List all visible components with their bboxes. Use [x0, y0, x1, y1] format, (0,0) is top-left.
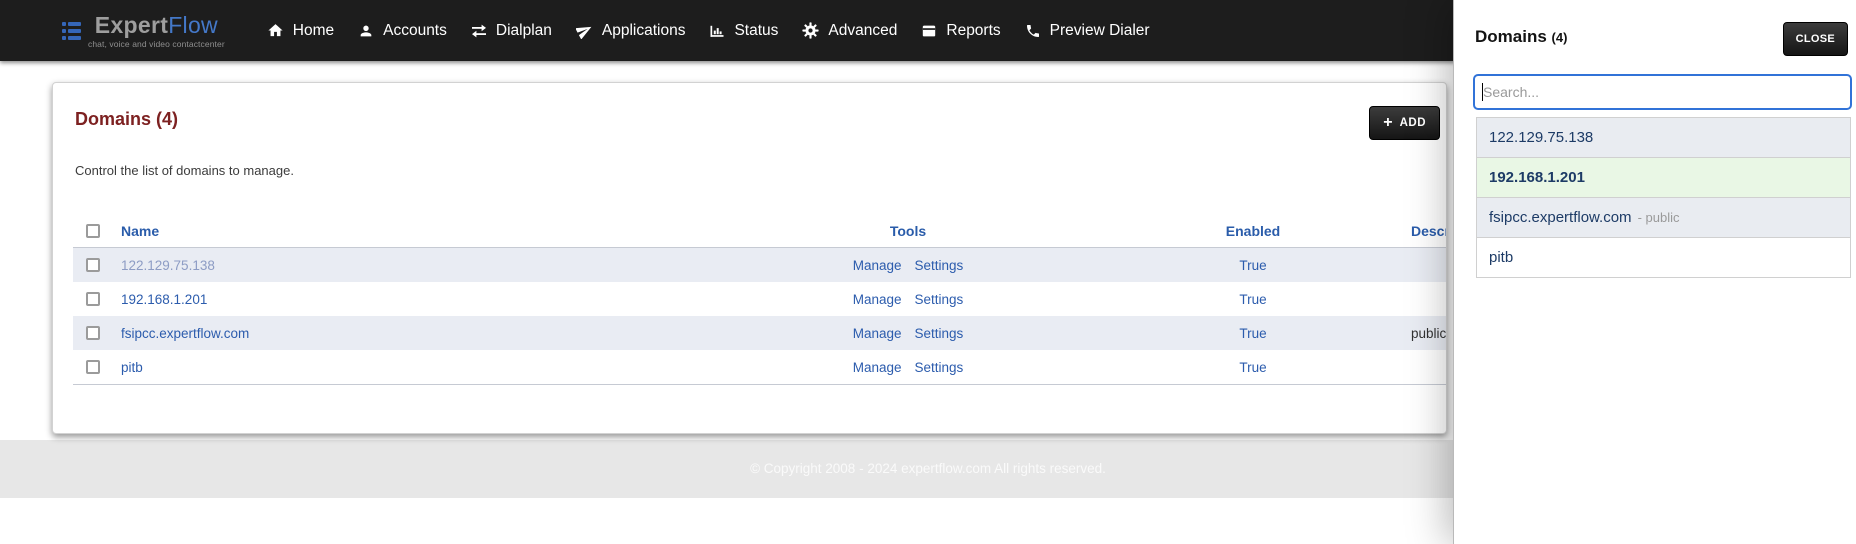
- manage-link[interactable]: Manage: [852, 257, 902, 273]
- add-button[interactable]: + ADD: [1369, 106, 1440, 140]
- transfer-arrows-icon: [471, 23, 487, 39]
- row-checkbox[interactable]: [86, 258, 100, 272]
- plus-icon: +: [1383, 114, 1393, 131]
- nav-menu: Home Accounts Dialplan Applications Stat…: [255, 0, 1162, 61]
- column-header-description[interactable]: Description: [1411, 222, 1447, 239]
- table-row: pitb Manage Settings True: [73, 350, 1446, 384]
- home-icon: [267, 22, 284, 39]
- enabled-link[interactable]: True: [1239, 325, 1267, 341]
- brand-tagline: chat, voice and video contactcenter: [88, 38, 225, 49]
- enabled-link[interactable]: True: [1239, 291, 1267, 307]
- row-checkbox[interactable]: [86, 360, 100, 374]
- enabled-link[interactable]: True: [1239, 359, 1267, 375]
- paper-plane-icon: [575, 22, 593, 39]
- panel-title: Domains (4): [1475, 27, 1568, 46]
- description-cell: public: [1411, 325, 1447, 341]
- column-header-tools: Tools: [889, 222, 927, 239]
- domain-link[interactable]: 192.168.1.201: [121, 291, 208, 307]
- domain-search-input[interactable]: [1473, 74, 1852, 110]
- domain-link[interactable]: pitb: [121, 359, 143, 375]
- row-checkbox[interactable]: [86, 326, 100, 340]
- nav-item-applications[interactable]: Applications: [564, 0, 698, 61]
- copyright-text: © Copyright 2008 - 2024 expertflow.com A…: [750, 461, 1106, 476]
- settings-link[interactable]: Settings: [914, 325, 964, 341]
- domain-link[interactable]: fsipcc.expertflow.com: [121, 325, 250, 341]
- report-book-icon: [921, 23, 937, 39]
- domain-link[interactable]: 122.129.75.138: [121, 257, 215, 273]
- table-row: 192.168.1.201 Manage Settings True: [73, 282, 1446, 316]
- text-cursor: [1482, 83, 1483, 101]
- expertflow-logo[interactable]: ExpertFlow chat, voice and video contact…: [62, 11, 225, 49]
- nav-item-status[interactable]: Status: [697, 0, 790, 61]
- close-button[interactable]: CLOSE: [1782, 22, 1848, 56]
- settings-link[interactable]: Settings: [914, 291, 964, 307]
- bar-chart-icon: [709, 23, 725, 39]
- settings-link[interactable]: Settings: [914, 359, 964, 375]
- domain-list-item[interactable]: 122.129.75.138: [1476, 117, 1851, 158]
- table-row: 122.129.75.138 Manage Settings True: [73, 248, 1446, 282]
- nav-item-home[interactable]: Home: [255, 0, 346, 61]
- select-all-checkbox[interactable]: [86, 223, 100, 238]
- manage-link[interactable]: Manage: [852, 359, 902, 375]
- phone-icon: [1025, 23, 1041, 39]
- nav-item-advanced[interactable]: Advanced: [790, 0, 909, 61]
- page-description: Control the list of domains to manage.: [75, 163, 294, 178]
- expertflow-logo-icon: [62, 21, 81, 40]
- domain-list-item-selected[interactable]: 192.168.1.201: [1476, 157, 1851, 198]
- domain-list: 122.129.75.138 192.168.1.201 fsipcc.expe…: [1476, 117, 1851, 278]
- enabled-link[interactable]: True: [1239, 257, 1267, 273]
- nav-item-preview-dialer[interactable]: Preview Dialer: [1013, 0, 1162, 61]
- nav-item-accounts[interactable]: Accounts: [346, 0, 459, 61]
- row-checkbox[interactable]: [86, 292, 100, 306]
- nav-item-reports[interactable]: Reports: [909, 0, 1012, 61]
- brand-name: ExpertFlow: [94, 11, 218, 38]
- gear-icon: [802, 22, 819, 39]
- settings-link[interactable]: Settings: [914, 257, 964, 273]
- table-header-row: Name Tools Enabled Description: [73, 214, 1447, 247]
- domains-table: Name Tools Enabled Description 122.129.7…: [73, 214, 1447, 385]
- nav-item-dialplan[interactable]: Dialplan: [459, 0, 564, 61]
- manage-link[interactable]: Manage: [852, 291, 902, 307]
- domain-list-item[interactable]: fsipcc.expertflow.com - public: [1476, 197, 1851, 238]
- column-header-name[interactable]: Name: [121, 222, 160, 239]
- page-title: Domains (4): [75, 109, 179, 129]
- table-body: 122.129.75.138 Manage Settings True 192.1…: [73, 247, 1447, 385]
- column-header-enabled[interactable]: Enabled: [1225, 222, 1281, 239]
- manage-link[interactable]: Manage: [852, 325, 902, 341]
- domains-card: Domains (4) + ADD Control the list of do…: [52, 82, 1447, 434]
- table-row: fsipcc.expertflow.com Manage Settings Tru…: [73, 316, 1447, 350]
- user-icon: [358, 23, 374, 39]
- domain-switcher-panel: Domains (4) CLOSE 122.129.75.138 192.168…: [1453, 0, 1856, 544]
- domain-list-item[interactable]: pitb: [1476, 237, 1851, 278]
- domain-context-suffix: - public: [1637, 210, 1680, 225]
